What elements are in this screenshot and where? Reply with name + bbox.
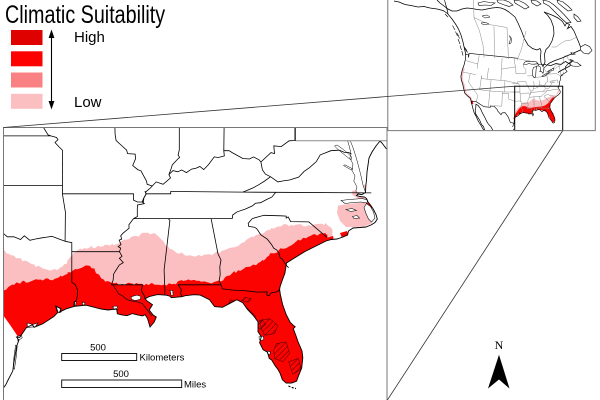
svg-text:Kilometers: Kilometers	[140, 353, 185, 364]
svg-text:500: 500	[90, 343, 106, 354]
svg-text:High: High	[74, 29, 105, 46]
svg-text:Miles: Miles	[184, 380, 206, 391]
svg-text:N: N	[495, 338, 504, 352]
svg-text:Climatic Suitability: Climatic Suitability	[5, 1, 166, 29]
svg-text:500: 500	[113, 369, 129, 380]
svg-text:Low: Low	[74, 94, 102, 111]
